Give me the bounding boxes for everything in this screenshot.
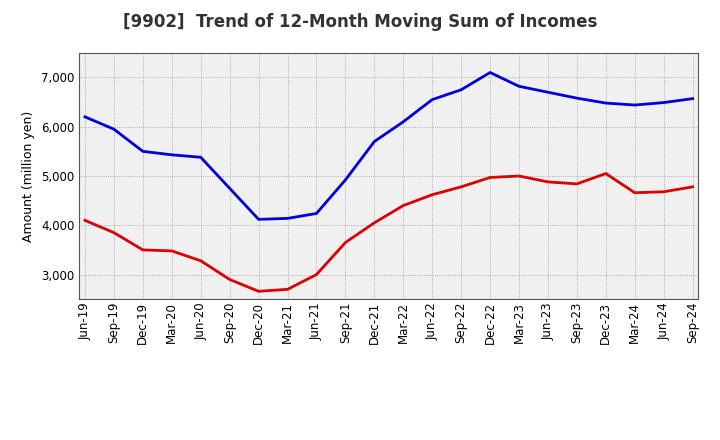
Net Income <box>197 258 205 264</box>
Ordinary Income <box>370 139 379 144</box>
Net Income <box>109 230 118 235</box>
Net Income <box>138 247 147 253</box>
Ordinary Income <box>283 216 292 221</box>
Net Income <box>631 190 639 195</box>
Net Income <box>660 189 668 194</box>
Net Income <box>312 272 321 277</box>
Net Income <box>283 287 292 292</box>
Ordinary Income <box>399 119 408 125</box>
Ordinary Income <box>688 96 697 101</box>
Net Income <box>341 240 350 245</box>
Ordinary Income <box>428 97 436 102</box>
Line: Ordinary Income: Ordinary Income <box>85 73 693 220</box>
Ordinary Income <box>254 217 263 222</box>
Ordinary Income <box>225 186 234 191</box>
Net Income <box>81 218 89 223</box>
Ordinary Income <box>515 84 523 89</box>
Net Income <box>428 192 436 198</box>
Net Income <box>225 277 234 282</box>
Ordinary Income <box>660 100 668 105</box>
Net Income <box>456 184 465 190</box>
Net Income <box>544 179 552 184</box>
Ordinary Income <box>572 95 581 101</box>
Net Income <box>688 184 697 190</box>
Net Income <box>168 248 176 253</box>
Ordinary Income <box>138 149 147 154</box>
Net Income <box>572 181 581 187</box>
Net Income <box>370 220 379 225</box>
Net Income <box>486 175 495 180</box>
Ordinary Income <box>168 152 176 158</box>
Ordinary Income <box>109 127 118 132</box>
Net Income <box>601 171 610 176</box>
Ordinary Income <box>456 87 465 92</box>
Ordinary Income <box>486 70 495 75</box>
Y-axis label: Amount (million yen): Amount (million yen) <box>22 110 35 242</box>
Ordinary Income <box>631 103 639 108</box>
Ordinary Income <box>81 114 89 120</box>
Legend: Ordinary Income, Net Income: Ordinary Income, Net Income <box>229 434 549 440</box>
Net Income <box>254 289 263 294</box>
Text: [9902]  Trend of 12-Month Moving Sum of Incomes: [9902] Trend of 12-Month Moving Sum of I… <box>123 13 597 31</box>
Line: Net Income: Net Income <box>85 173 693 291</box>
Net Income <box>399 203 408 208</box>
Ordinary Income <box>312 211 321 216</box>
Net Income <box>515 173 523 179</box>
Ordinary Income <box>197 154 205 160</box>
Ordinary Income <box>601 100 610 106</box>
Ordinary Income <box>544 90 552 95</box>
Ordinary Income <box>341 177 350 183</box>
